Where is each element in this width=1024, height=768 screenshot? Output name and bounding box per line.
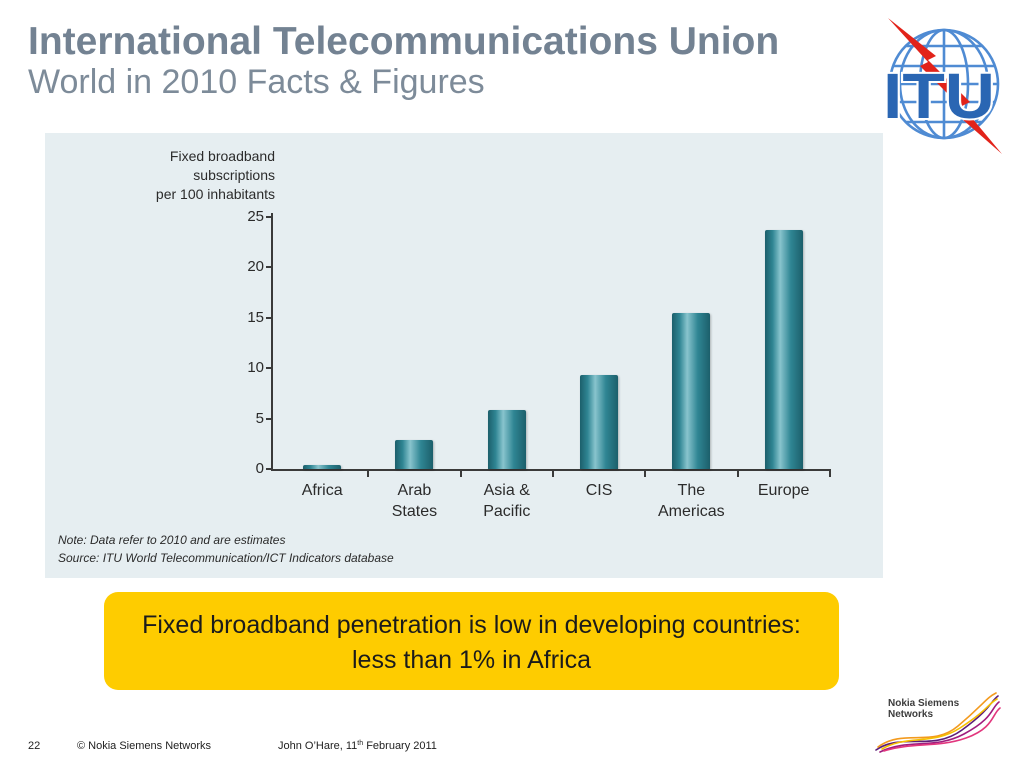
footer-day-suffix: th <box>357 740 364 747</box>
y-tick <box>266 216 272 218</box>
chart-panel: Fixed broadband subscriptions per 100 in… <box>45 133 883 578</box>
callout-line: less than 1% in Africa <box>351 646 591 674</box>
bar-arab-states <box>395 439 434 469</box>
category-label-arab-states: Arab States <box>391 482 438 520</box>
y-axis-title-line: Fixed broadband <box>169 148 275 164</box>
category-label-asia-pacific: Asia & Pacific <box>483 482 531 520</box>
y-tick-label: 5 <box>255 409 264 427</box>
y-axis-title: Fixed broadband subscriptions per 100 in… <box>85 147 275 204</box>
y-tick-label: 10 <box>247 359 264 377</box>
category-label-the-americas: The Americas <box>658 482 725 520</box>
bar-europe <box>764 230 803 469</box>
y-tick-label: 0 <box>255 460 264 477</box>
x-tick <box>551 471 554 477</box>
itu-logo-text: ITU <box>883 60 995 132</box>
callout-box: Fixed broadband penetration is low in de… <box>104 592 839 690</box>
y-axis-title-line: subscriptions <box>193 167 275 183</box>
x-tick <box>828 471 831 477</box>
x-tick <box>367 471 370 477</box>
nsn-wave-icon <box>870 690 1002 754</box>
footer-page-number: 22 <box>28 740 41 752</box>
nsn-logo-text: Nokia Siemens Networks <box>888 698 959 720</box>
category-label-cis: CIS <box>585 482 613 499</box>
lightning-bolt-icon <box>888 18 1002 154</box>
itu-logo: ITU <box>874 14 1014 156</box>
footer-month-year: February 2011 <box>366 740 437 752</box>
y-axis <box>271 213 273 471</box>
x-tick <box>459 471 462 477</box>
y-tick-label: 15 <box>247 308 264 326</box>
category-label-europe: Europe <box>757 482 810 499</box>
slide-title: International Telecommunications Union <box>28 20 780 63</box>
y-tick <box>266 316 272 319</box>
y-tick-label: 20 <box>247 258 264 276</box>
callout-line: Fixed broadband penetration is low in de… <box>142 611 801 639</box>
chart-note: Note: Data refer to 2010 and are estimat… <box>58 533 286 547</box>
slide-subtitle: World in 2010 Facts & Figures <box>28 63 485 101</box>
footer-presenter-date: John O’Hare, 11th February 2011 <box>278 740 437 753</box>
itu-globe-icon: ITU <box>881 18 1002 154</box>
y-tick <box>266 367 272 370</box>
category-label-africa: Africa <box>301 482 343 499</box>
chart-notes: Note: Data refer to 2010 and are estimat… <box>58 531 394 567</box>
bar-asia-pacific <box>487 409 526 469</box>
y-tick <box>266 417 272 420</box>
footer-author: John O’Hare, <box>278 740 343 752</box>
footer-day: 11 <box>345 740 358 752</box>
y-tick <box>266 266 272 269</box>
bar-africa <box>303 464 342 469</box>
bar-cis <box>580 375 619 469</box>
footer-copyright: © Nokia Siemens Networks <box>77 740 212 752</box>
nsn-logo-line: Nokia Siemens <box>888 698 960 709</box>
bar-the-americas <box>672 312 711 469</box>
y-tick <box>266 468 272 470</box>
x-tick <box>644 471 647 477</box>
y-axis-title-line: per 100 inhabitants <box>155 186 275 202</box>
nsn-logo-line: Networks <box>888 709 934 720</box>
x-tick <box>736 471 739 477</box>
y-tick-label: 25 <box>247 208 264 225</box>
x-axis <box>271 469 831 471</box>
chart-source: Source: ITU World Telecommunication/ICT … <box>58 551 394 565</box>
